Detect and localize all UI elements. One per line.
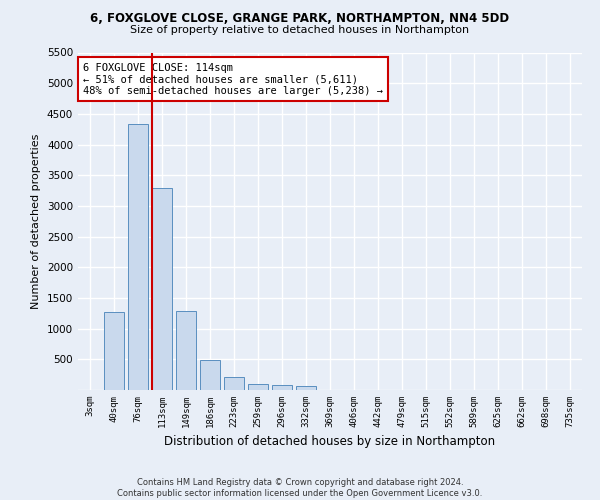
Bar xyxy=(248,384,268,390)
Bar xyxy=(152,188,172,390)
Text: 6, FOXGLOVE CLOSE, GRANGE PARK, NORTHAMPTON, NN4 5DD: 6, FOXGLOVE CLOSE, GRANGE PARK, NORTHAMP… xyxy=(91,12,509,26)
Y-axis label: Number of detached properties: Number of detached properties xyxy=(31,134,41,309)
Bar xyxy=(104,312,124,390)
Bar xyxy=(128,124,148,390)
Bar xyxy=(224,376,244,390)
Bar xyxy=(272,385,292,390)
Bar xyxy=(200,360,220,390)
X-axis label: Distribution of detached houses by size in Northampton: Distribution of detached houses by size … xyxy=(164,436,496,448)
Text: Contains HM Land Registry data © Crown copyright and database right 2024.
Contai: Contains HM Land Registry data © Crown c… xyxy=(118,478,482,498)
Bar xyxy=(296,386,316,390)
Bar xyxy=(176,312,196,390)
Text: Size of property relative to detached houses in Northampton: Size of property relative to detached ho… xyxy=(130,25,470,35)
Text: 6 FOXGLOVE CLOSE: 114sqm
← 51% of detached houses are smaller (5,611)
48% of sem: 6 FOXGLOVE CLOSE: 114sqm ← 51% of detach… xyxy=(83,62,383,96)
